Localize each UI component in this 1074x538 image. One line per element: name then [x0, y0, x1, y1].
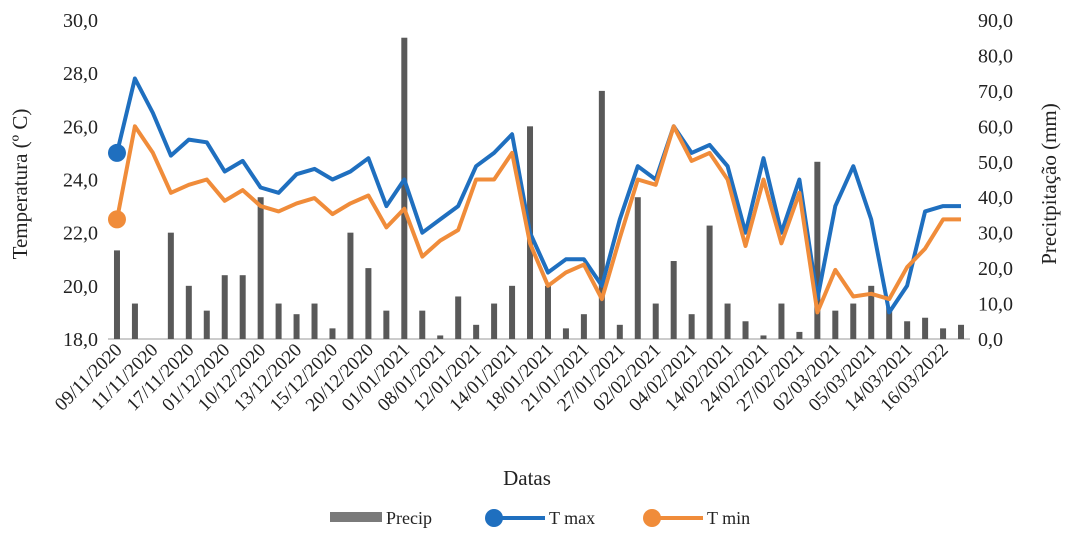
precip-bar [796, 331, 803, 339]
temperature-lines [107, 76, 961, 315]
precip-bar [580, 314, 587, 339]
precip-bar [365, 268, 372, 339]
precip-bar [401, 37, 408, 339]
legend-item-tmax: T max [485, 508, 595, 528]
y-right-tick-label: 50,0 [978, 152, 1013, 174]
precip-bar [760, 335, 767, 339]
y-right-tick-label: 80,0 [978, 45, 1013, 67]
precip-bar [634, 197, 641, 339]
y-right-tick-label: 60,0 [978, 116, 1013, 138]
precip-bar [293, 314, 300, 339]
y-axis-right-title: Precitpitação (mm) [1037, 103, 1061, 265]
y-right-tick-label: 30,0 [978, 223, 1013, 245]
legend-precip-swatch [330, 512, 382, 522]
y-right-tick-label: 0,0 [978, 329, 1003, 351]
precip-bar [131, 303, 138, 339]
precip-bar [311, 303, 318, 339]
precip-bar [491, 303, 498, 339]
y-right-tick-label: 90,0 [978, 10, 1013, 32]
tmin-series-line [115, 124, 961, 315]
tmax-marker [107, 143, 126, 162]
y-left-tick-label: 22,0 [63, 223, 98, 245]
tmin-marker [107, 210, 126, 229]
precip-bar [239, 275, 246, 339]
precip-bar [616, 324, 623, 339]
y-left-tick-label: 28,0 [63, 63, 98, 85]
y-right-tick-label: 10,0 [978, 294, 1013, 316]
precip-bar [167, 232, 174, 339]
precip-bar [868, 285, 875, 339]
y-left-tick-label: 20,0 [63, 276, 98, 298]
precip-bar [598, 90, 605, 339]
precip-bar [688, 314, 695, 339]
x-axis-title: Datas [503, 466, 551, 490]
precip-bar [419, 310, 426, 339]
y-right-tick-label: 70,0 [978, 81, 1013, 103]
y-left-tick-label: 18,0 [63, 329, 98, 351]
precip-bar [904, 321, 911, 339]
precip-bar [706, 225, 713, 339]
precip-bar [886, 307, 893, 339]
legend-tmin-marker [643, 509, 661, 527]
precip-bar [832, 310, 839, 339]
precip-bar [347, 232, 354, 339]
y-left-tick-label: 26,0 [63, 116, 98, 138]
precip-bars [113, 37, 965, 339]
precip-bar [185, 285, 192, 339]
precip-bar [922, 317, 929, 339]
y-right-tick-label: 20,0 [978, 258, 1013, 280]
legend-tmax-marker [485, 509, 503, 527]
precip-bar [221, 275, 228, 339]
precip-bar [383, 310, 390, 339]
precip-bar [544, 285, 551, 339]
precip-bar [329, 328, 336, 339]
precip-bar [203, 310, 210, 339]
precip-bar [652, 303, 659, 339]
precip-bar [724, 303, 731, 339]
precip-bar [850, 303, 857, 339]
legend-tmin-label: T min [707, 508, 750, 528]
y-left-tick-label: 24,0 [63, 170, 98, 192]
precip-bar [257, 197, 264, 339]
legend-item-precip: Precip [330, 508, 432, 528]
legend-precip-label: Precip [386, 508, 432, 528]
precip-bar [958, 324, 965, 339]
precip-bar [437, 335, 444, 339]
precip-bar [275, 303, 282, 339]
precip-bar [473, 324, 480, 339]
legend: Precip T max T min [330, 508, 750, 528]
y-left-tick-label: 30,0 [63, 10, 98, 32]
precip-bar [562, 328, 569, 339]
legend-tmax-label: T max [549, 508, 595, 528]
legend-item-tmin: T min [643, 508, 750, 528]
tmax-series-line [115, 76, 961, 315]
precip-bar [670, 261, 677, 339]
precip-bar [455, 296, 462, 339]
precip-bar [113, 250, 120, 339]
precip-bar [742, 321, 749, 339]
precip-bar [814, 161, 821, 339]
precip-bar [778, 303, 785, 339]
y-axis-left-title: Temperatura (º C) [8, 109, 32, 260]
y-right-tick-label: 40,0 [978, 187, 1013, 209]
precip-bar [940, 328, 947, 339]
precip-bar [509, 285, 516, 339]
